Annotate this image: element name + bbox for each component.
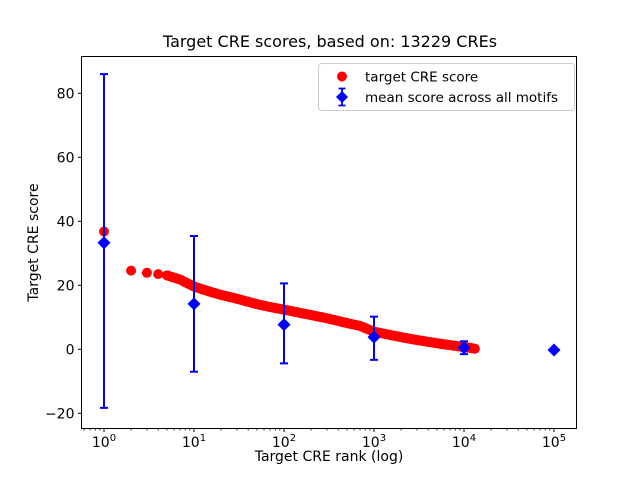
target-cre-score-series	[99, 226, 480, 354]
y-tick-label: 60	[57, 150, 75, 166]
y-tick-label: 20	[57, 278, 75, 294]
x-tick-label: 104	[452, 433, 476, 451]
mean-diamond-point	[277, 318, 291, 332]
x-tick-label: 100	[92, 433, 116, 451]
target-point	[469, 343, 480, 354]
x-tick-label: 101	[182, 433, 206, 451]
legend: target CRE score mean score across all m…	[318, 63, 575, 111]
mean-score-series	[97, 73, 561, 409]
plot-title: Target CRE scores, based on: 13229 CREs	[162, 32, 497, 51]
mean-diamond-point	[97, 236, 111, 250]
legend-box	[318, 63, 575, 111]
plot-area	[81, 56, 577, 429]
target-point	[126, 265, 137, 276]
legend-label-target: target CRE score	[365, 70, 478, 86]
x-tick-label: 105	[542, 433, 566, 451]
series-layer	[97, 73, 561, 409]
x-axis-label: Target CRE rank (log)	[254, 449, 404, 465]
target-point	[153, 269, 164, 280]
y-tick-label: 0	[66, 342, 75, 358]
legend-entry-mean: mean score across all motifs	[336, 87, 558, 107]
y-tick-label: −20	[45, 406, 75, 422]
target-point	[141, 267, 152, 278]
legend-entry-target: target CRE score	[337, 70, 478, 86]
mean-diamond-point	[547, 343, 561, 357]
mean-diamond-point	[187, 297, 201, 311]
y-axis-label: Target CRE score	[26, 183, 42, 302]
y-tick-label: 80	[57, 86, 75, 102]
mean-diamond-point	[367, 330, 381, 344]
legend-diamond-icon	[336, 91, 348, 103]
y-tick-label: 40	[57, 214, 75, 230]
legend-circle-icon	[337, 71, 347, 82]
mean-diamond-point	[457, 341, 471, 355]
legend-label-mean: mean score across all motifs	[365, 90, 558, 106]
